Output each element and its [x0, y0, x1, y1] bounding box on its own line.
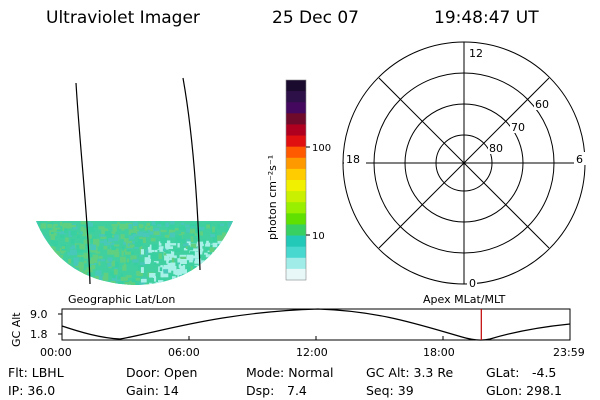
glon-label: GLon: 298.1: [486, 383, 562, 398]
geo-meridian-line: [182, 77, 201, 271]
colorbar-segment: [286, 168, 306, 181]
colorbar-tick-label: 100: [312, 143, 331, 154]
mlt-label-6: 6: [576, 153, 583, 166]
geo-coords-label: Geographic Lat/Lon: [68, 293, 175, 306]
alt-xtick-label: 18:00: [423, 346, 455, 359]
mlt-label-18: 18: [346, 153, 360, 166]
colorbar-segment: [286, 268, 306, 281]
colorbar-segment: [286, 224, 306, 237]
gcalt-label: GC Alt: 3.3 Re: [366, 365, 454, 380]
polar-labels: 12 18 6 0 60 70 80: [344, 46, 586, 290]
alt-ylabel: GC Alt: [10, 312, 23, 347]
dsp-label: Dsp:: [246, 383, 275, 398]
colorbar-segment: [286, 257, 306, 270]
alt-ytick-label: 1.8: [30, 328, 48, 341]
time-label: 19:48:47 UT: [434, 8, 539, 28]
altitude-curve: [61, 308, 571, 341]
glat-value: -4.5: [532, 365, 557, 380]
colorbar-segment: [286, 146, 306, 159]
mlt-label-12: 12: [469, 47, 483, 60]
alt-xtick-label: 06:00: [168, 346, 200, 359]
colorbar-segment: [286, 135, 306, 148]
door-label: Door: Open: [126, 365, 198, 380]
glat-label: GLat:: [486, 365, 520, 380]
mlt-label-0: 0: [469, 277, 476, 290]
colorbar-segment: [286, 102, 306, 114]
alt-xtick-label: 00:00: [40, 346, 72, 359]
colorbar-segment: [286, 157, 306, 170]
colorbar-segment: [286, 213, 306, 225]
lat-label-80: 80: [489, 142, 503, 155]
dsp-value: 7.4: [287, 383, 307, 398]
aurora-image: [36, 77, 233, 285]
flt-label: Flt: LBHL: [8, 365, 64, 380]
lat-label-60: 60: [535, 98, 549, 111]
colorbar-segment: [286, 80, 306, 92]
colorbar-tick-label: 10: [312, 231, 325, 242]
colorbar-segment: [286, 113, 306, 125]
gain-label: Gain: 14: [126, 383, 179, 398]
colorbar: 100 10 photon cm⁻²s⁻¹: [266, 79, 331, 281]
mode-label: Mode: Normal: [246, 365, 334, 380]
colorbar-segment: [286, 202, 306, 214]
colorbar-segment: [286, 124, 306, 137]
seq-label: Seq: 39: [366, 383, 414, 398]
colorbar-unit-label: photon cm⁻²s⁻¹: [266, 155, 279, 240]
ip-label: IP: 36.0: [8, 383, 56, 398]
alt-xtick-label: 23:59: [553, 346, 585, 359]
date-label: 25 Dec 07: [272, 8, 359, 28]
alt-xtick-label: 12:00: [296, 346, 328, 359]
colorbar-segment: [286, 180, 306, 192]
geo-meridian-line: [75, 82, 91, 285]
alt-ytick-label: 9.0: [30, 308, 48, 321]
instrument-title: Ultraviolet Imager: [46, 8, 200, 28]
lat-label-70: 70: [511, 121, 525, 134]
colorbar-segment: [286, 235, 306, 248]
polar-grid: [342, 41, 586, 285]
colorbar-segment: [286, 91, 306, 103]
colorbar-segment: [286, 191, 306, 203]
colorbar-segment: [286, 246, 306, 259]
altitude-plot: Geographic Lat/Lon Apex MLat/MLT 9.0 1.8…: [10, 293, 585, 359]
apex-coords-label: Apex MLat/MLT: [423, 293, 506, 306]
